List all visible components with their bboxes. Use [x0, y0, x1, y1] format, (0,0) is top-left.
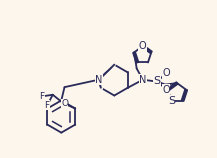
- Text: S: S: [168, 96, 175, 106]
- Text: S: S: [153, 76, 161, 86]
- Text: F: F: [39, 92, 44, 101]
- Text: O: O: [61, 99, 68, 108]
- Text: N: N: [140, 75, 147, 85]
- Text: O: O: [162, 85, 170, 94]
- Text: N: N: [95, 75, 103, 85]
- Text: O: O: [162, 68, 170, 78]
- Text: F: F: [44, 100, 49, 109]
- Text: O: O: [139, 41, 146, 51]
